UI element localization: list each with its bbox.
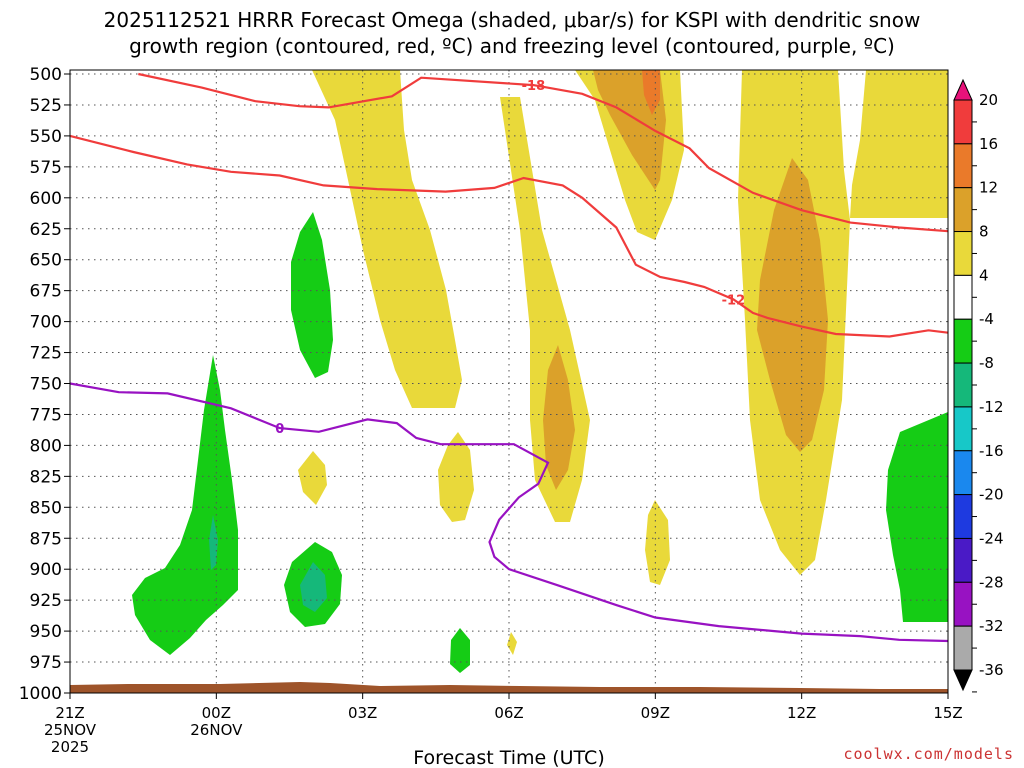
colorbar-swatch [953,143,973,189]
y-tick-label: 675 [30,282,62,302]
x-tick-label: 2025 [51,738,89,756]
colorbar-label: -24 [979,530,1004,548]
colorbar-swatch [953,231,973,276]
omega-region-green [291,212,333,378]
site-credit: coolwx.com/models [843,745,1014,763]
x-tick-label: 03Z [348,704,377,722]
omega-region-teal [300,562,327,612]
y-tick-label: 750 [30,375,62,395]
omega-region-orange [642,70,660,115]
contour-line--12 [69,134,949,338]
colorbar-label: -32 [979,617,1004,635]
x-tick-label: 21Z [55,704,84,722]
colorbar-swatch [953,625,973,671]
y-tick-label: 975 [30,653,62,673]
colorbar: 20 16 12 8 4 -4 -8 -12 -16 -20 -24 -28 -32 -36 [953,78,1004,693]
colorbar-swatch [953,187,973,233]
contour-label: 0 [275,422,284,437]
y-tick-label: 500 [30,65,62,85]
y-tick-label: 625 [30,220,62,240]
omega-region-yellow [645,500,670,585]
colorbar-label: -12 [979,398,1004,416]
colorbar-swatch [953,362,973,408]
chart-title-line-2: growth region (contoured, red, ºC) and f… [129,34,895,58]
colorbar-label: 16 [979,135,998,153]
contours: -18 -12 0 [69,72,949,643]
colorbar-swatch [953,99,973,145]
omega-region-gold [543,345,575,490]
colorbar-label: -4 [979,310,994,328]
omega-region-yellow [298,451,327,505]
y-tick-label: 825 [30,467,62,487]
y-tick-label: 1000 [19,684,62,704]
colorbar-label: -8 [979,354,994,372]
x-tick-label: 25NOV [44,721,97,739]
colorbar-label: -28 [979,573,1004,591]
omega-shading [132,70,948,673]
y-tick-label: 950 [30,622,62,642]
y-tick-label: 700 [30,313,62,333]
y-axis: 500 525 550 575 600 625 650 675 700 725 750 775 800 8… [19,65,70,704]
plot-area: -18 -12 0 [69,69,949,694]
omega-region-green [886,412,948,622]
x-axis-label: Forecast Time (UTC) [413,747,604,768]
colorbar-label: -36 [979,661,1004,679]
colorbar-label: 12 [979,179,998,197]
x-tick-label: 00Z [202,704,231,722]
y-tick-label: 900 [30,560,62,580]
omega-region-yellow [507,632,517,655]
y-tick-label: 650 [30,251,62,271]
y-tick-label: 800 [30,436,62,456]
omega-region-yellow [312,70,462,408]
colorbar-label: 4 [979,266,989,284]
colorbar-swatch [953,274,973,320]
colorbar-swatch [953,494,973,539]
y-tick-label: 575 [30,158,62,178]
colorbar-swatch [953,406,973,452]
x-tick-label: 15Z [933,704,962,722]
colorbar-swatch [953,450,973,496]
y-tick-label: 775 [30,405,62,425]
ground-terrain [70,682,948,693]
omega-region-gold [757,158,828,452]
y-tick-label: 850 [30,498,62,518]
contour-line-0 [69,382,949,643]
omega-region-yellow [850,70,948,218]
omega-region-green [132,355,238,655]
colorbar-label: 20 [979,91,998,109]
x-tick-label: 12Z [787,704,816,722]
y-tick-label: 600 [30,189,62,209]
y-tick-label: 525 [30,96,62,116]
colorbar-swatch [953,318,973,364]
x-tick-label: 26NOV [190,721,243,739]
chart-title-line-1: 2025112521 HRRR Forecast Omega (shaded, … [104,8,921,32]
colorbar-label: -16 [979,442,1004,460]
x-tick-label: 09Z [641,704,670,722]
y-tick-label: 550 [30,127,62,147]
x-tick-label: 06Z [494,704,523,722]
y-tick-label: 725 [30,344,62,364]
omega-region-yellow [438,432,474,522]
contour-label: -18 [522,79,546,94]
colorbar-bottom-triangle [953,669,973,692]
contour-line--18 [138,72,949,233]
colorbar-swatch [953,537,973,583]
colorbar-top-triangle [953,78,973,101]
contour-label: -12 [722,293,746,308]
colorbar-swatch [953,581,973,627]
colorbar-label: -20 [979,486,1004,504]
y-tick-label: 925 [30,591,62,611]
y-tick-label: 875 [30,529,62,549]
omega-region-teal [209,515,218,570]
colorbar-label: 8 [979,223,989,241]
